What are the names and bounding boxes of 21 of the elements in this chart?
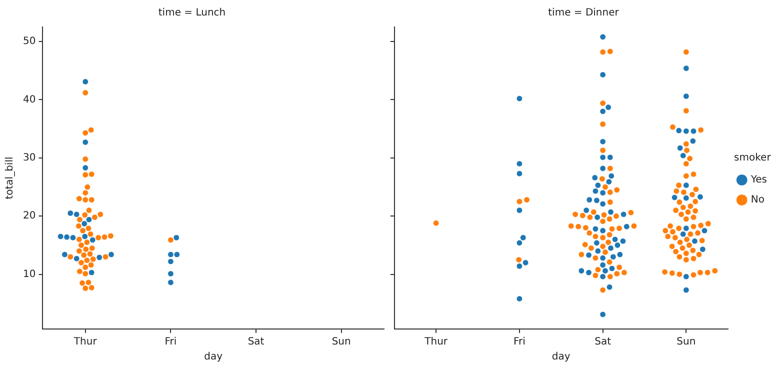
y-tick-label: 40: [22, 94, 36, 106]
legend-label: No: [750, 194, 764, 206]
y-tick-label: 50: [22, 36, 36, 48]
x-tick-label: Thur: [72, 336, 98, 348]
y-axis-title: total_bill: [4, 156, 16, 200]
x-tick-label: Sun: [676, 336, 696, 348]
chart-title: time = Lunch: [158, 8, 226, 19]
x-tick-label: Sat: [594, 336, 612, 348]
y-tick-label: 30: [22, 152, 36, 164]
chart-title: time = Dinner: [548, 8, 620, 19]
legend-title: smoker: [734, 152, 772, 164]
x-tick-label: Sat: [248, 336, 264, 348]
x-tick-label: Sun: [332, 336, 351, 348]
x-axis-title: day: [204, 352, 223, 363]
x-axis-title: day: [552, 352, 570, 363]
x-tick-label: Thur: [424, 336, 448, 348]
legend-label: Yes: [750, 174, 768, 186]
x-tick-label: Fri: [164, 336, 177, 348]
y-tick-label: 20: [22, 210, 36, 222]
x-tick-label: Fri: [513, 336, 526, 348]
y-tick-label: 10: [22, 268, 36, 280]
